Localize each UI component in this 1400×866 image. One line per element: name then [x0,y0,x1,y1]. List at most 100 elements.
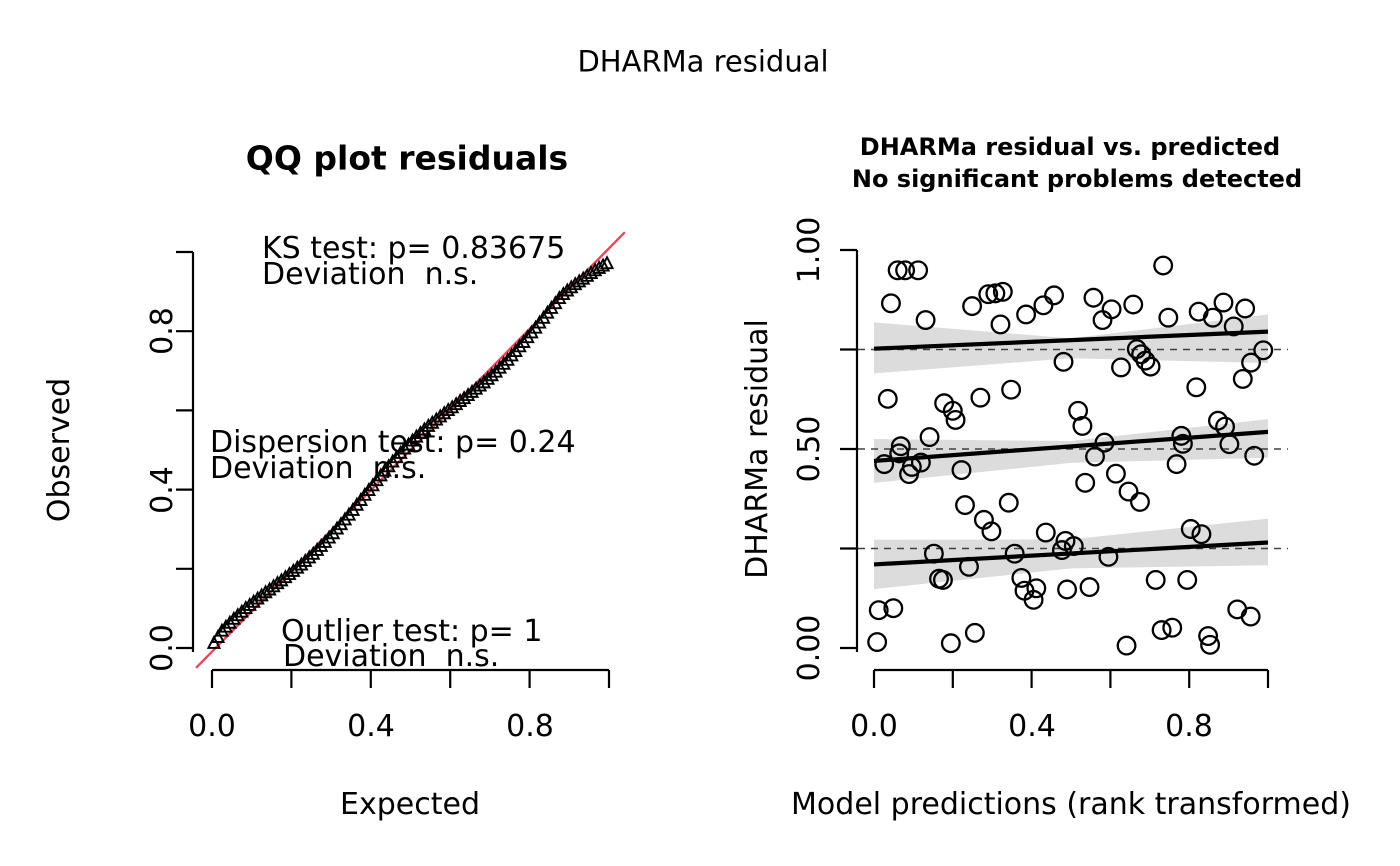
qq-point-triangle [504,347,519,362]
qq-x-tick-0.8: 0.8 [506,709,554,744]
residual-point-circle [1241,352,1262,373]
qq-point-triangle [310,541,325,556]
residual-point-circle [915,310,936,330]
qq-point-triangle [290,559,305,574]
residual-point-circle [923,543,944,564]
qq-point-triangle [321,529,337,544]
residual-point-circle [1140,356,1161,377]
qq-x-axis-label: Expected [340,787,480,822]
residual-point-circle [1145,569,1166,590]
residual-point-circle [1001,379,1022,400]
residual-x-tick-0.8: 0.8 [1165,709,1213,744]
residual-point-circle [1200,634,1221,655]
qq-y-axis-label: Observed [42,377,77,523]
residual-point-circle [1094,432,1115,453]
residual-point-circle [951,460,972,481]
residual-x-axis-label: Model predictions (rank transformed) [791,787,1351,822]
residual-point-circle [959,556,979,577]
residual-quantile-regression-line [873,429,1269,464]
ks-test-annotation-line1: KS test: p= 0.83675 [262,231,566,266]
qq-point-triangle [298,552,313,567]
residual-point-circle [877,388,898,409]
residual-point-circle [933,569,953,590]
residual-point-circle [1171,425,1192,446]
qq-point-triangle [496,355,511,370]
residual-point-circle [1208,410,1228,431]
residual-point-circle [1240,606,1261,627]
residual-point-circle [955,495,975,516]
residual-point-circle [1235,298,1256,319]
residual-point-circle [1016,304,1037,325]
residual-point-circle [919,427,940,448]
residual-point-circle [1244,445,1265,466]
residual-point-circle [1219,434,1240,455]
qq-point-triangle [413,424,428,440]
residual-point-circle [962,296,983,317]
residual-point-circle [908,260,929,281]
residual-point-circle [1213,292,1234,313]
qq-point-triangle [476,374,492,389]
residual-point-circle [978,284,999,305]
residual-point-circle [1063,536,1084,557]
residual-point-circle [1162,617,1183,638]
residual-point-circle [1198,626,1219,647]
qq-point-triangle [214,622,230,637]
residual-point-circle [1057,579,1078,600]
residual-panel-title: DHARMa residual vs. predicted [859,133,1281,161]
qq-point-triangle [222,614,238,629]
qq-point-triangle [409,428,424,443]
residual-point-circle [1129,491,1150,512]
residual-point-circle [1180,519,1201,539]
residual-point-circle [964,622,985,643]
residual-point-circle [1053,351,1074,372]
qq-point-triangle [599,255,615,270]
qq-point-triangle [512,338,527,353]
residual-point-circle [1035,522,1056,543]
qq-panel-title: QQ plot residuals [245,138,569,178]
residual-x-tick-0.4: 0.4 [1008,709,1056,744]
residual-point-circle [874,454,895,475]
qq-point-triangle [488,363,504,378]
outlier-test-annotation-line2: Deviation n.s. [283,639,500,674]
residual-point-circle [1191,524,1212,545]
qq-x-tick-0.0: 0.0 [188,709,236,744]
residual-point-circle [985,283,1006,304]
qq-point-triangle [377,462,392,477]
residual-point-circle [890,436,911,457]
residual-point-circle [942,400,963,421]
residual-point-circle [1232,369,1253,389]
residual-point-circle [1123,294,1144,315]
dispersion-test-annotation-line2: Deviation n.s. [210,451,427,486]
residual-point-circle [868,600,889,621]
figure-title: DHARMa residual [577,44,829,79]
residual-point-circle [1079,577,1100,598]
residual-panel-subtitle: No significant problems detected [851,165,1303,193]
qq-point-triangle [417,421,432,436]
residual-point-circle [992,281,1013,302]
residual-point-circle [1151,620,1172,641]
dispersion-test-annotation-line1: Dispersion test: p= 0.24 [210,425,576,460]
residual-point-circle [1004,543,1025,564]
residual-point-circle [910,452,931,473]
residual-point-circle [867,632,888,652]
qq-point-triangle [389,449,404,464]
qq-point-triangle [302,549,317,564]
residual-quantile-regression-line [873,329,1269,351]
residual-point-circle [970,387,991,408]
residual-point-circle [1026,578,1047,599]
residual-point-circle [981,521,1002,542]
residual-confidence-band [874,419,1268,483]
residual-point-circle [1098,546,1119,567]
residual-point-circle [1166,454,1187,475]
qq-point-triangle [401,436,416,451]
residual-point-circle [945,409,966,430]
residual-point-circle [1072,415,1093,436]
residual-point-circle [998,492,1019,513]
residual-point-circle [1186,377,1207,398]
qq-y-tick-0.4: 0.4 [145,466,180,514]
qq-point-triangle [234,603,249,618]
residual-point-circle [1177,569,1198,590]
residual-point-circle [1118,481,1139,502]
residual-point-circle [880,293,901,314]
